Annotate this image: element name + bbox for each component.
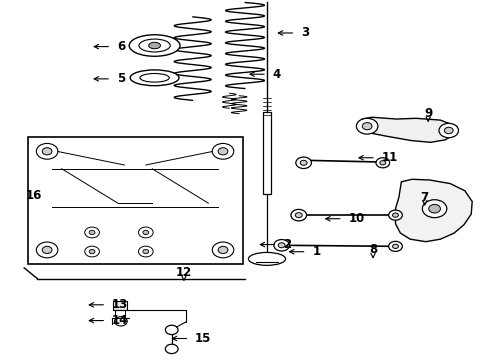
Circle shape [274, 239, 290, 251]
Circle shape [85, 227, 99, 238]
Text: 9: 9 [424, 107, 432, 120]
Bar [113, 301, 127, 310]
Ellipse shape [130, 70, 179, 86]
Circle shape [295, 213, 302, 218]
Circle shape [42, 148, 52, 155]
Text: 8: 8 [369, 243, 377, 256]
Bar [27, 137, 243, 264]
Circle shape [296, 157, 312, 168]
Text: 5: 5 [117, 72, 125, 85]
Circle shape [218, 246, 228, 253]
Text: 10: 10 [348, 212, 365, 225]
Circle shape [36, 143, 58, 159]
Ellipse shape [248, 252, 286, 265]
Bar [263, 112, 271, 194]
Circle shape [89, 249, 95, 254]
Text: 3: 3 [301, 27, 309, 40]
Circle shape [278, 243, 285, 248]
Circle shape [389, 210, 402, 220]
Circle shape [300, 160, 307, 165]
Circle shape [389, 241, 402, 251]
Text: 4: 4 [273, 68, 281, 81]
Circle shape [444, 127, 453, 134]
Text: 2: 2 [283, 238, 291, 251]
Polygon shape [395, 179, 472, 242]
Circle shape [439, 123, 459, 138]
Circle shape [36, 242, 58, 258]
Text: 14: 14 [112, 314, 128, 327]
Ellipse shape [149, 42, 160, 49]
Circle shape [429, 204, 441, 213]
Ellipse shape [139, 39, 170, 52]
Circle shape [165, 344, 178, 354]
Text: 13: 13 [112, 298, 128, 311]
Circle shape [139, 227, 153, 238]
Circle shape [362, 123, 372, 130]
Text: 1: 1 [313, 245, 320, 258]
Circle shape [115, 317, 127, 326]
Text: 15: 15 [195, 332, 212, 345]
Circle shape [85, 246, 99, 257]
Text: 6: 6 [117, 40, 125, 53]
Circle shape [392, 213, 398, 217]
Circle shape [376, 158, 390, 168]
Circle shape [422, 200, 447, 218]
Ellipse shape [140, 73, 169, 82]
Circle shape [143, 249, 149, 254]
Text: 16: 16 [26, 189, 42, 202]
Circle shape [212, 143, 234, 159]
Circle shape [291, 210, 307, 221]
Ellipse shape [129, 35, 180, 56]
Circle shape [165, 325, 178, 334]
Text: 7: 7 [421, 191, 429, 204]
Circle shape [212, 242, 234, 258]
Circle shape [139, 246, 153, 257]
Text: 11: 11 [382, 151, 398, 164]
Text: 12: 12 [176, 266, 192, 279]
Circle shape [143, 230, 149, 235]
Polygon shape [362, 117, 458, 142]
Circle shape [392, 244, 398, 248]
Circle shape [42, 246, 52, 253]
Circle shape [356, 118, 378, 134]
Circle shape [380, 161, 386, 165]
Circle shape [89, 230, 95, 235]
Circle shape [218, 148, 228, 155]
